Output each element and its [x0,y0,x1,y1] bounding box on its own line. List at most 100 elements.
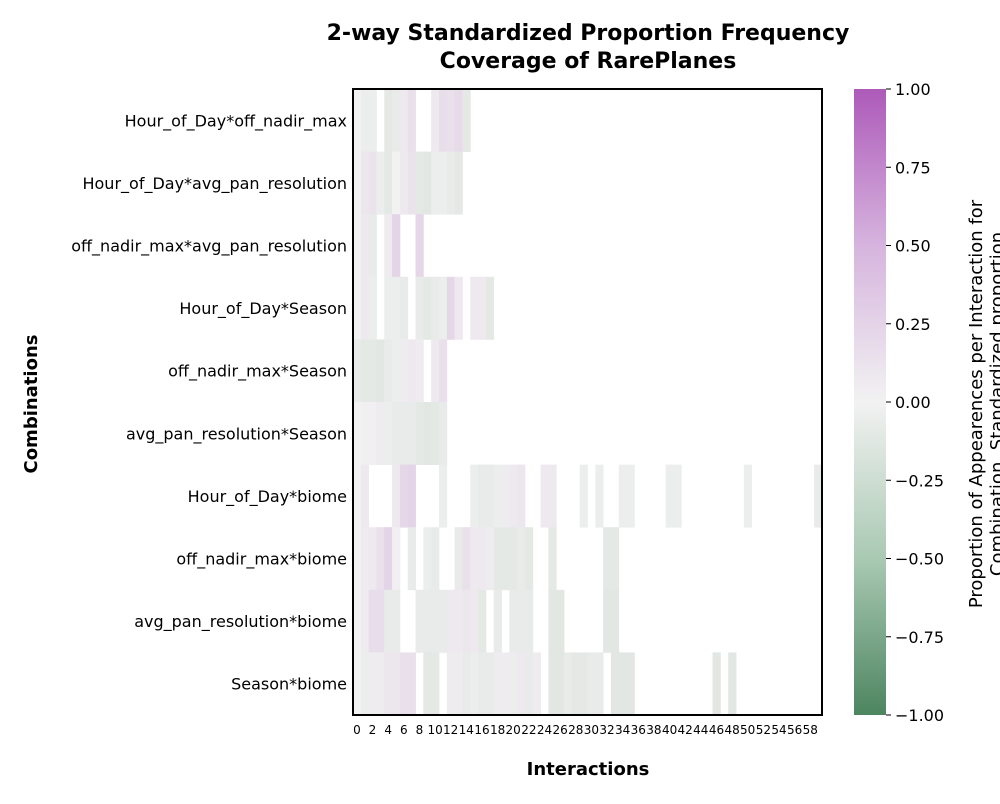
colorbar-tick-label: 1.00 [895,80,931,99]
heatmap-cell [368,214,377,278]
heatmap-cell [360,214,370,278]
heatmap-cell [384,214,393,278]
row-label: Hour_of_Day*avg_pan_resolution [82,174,347,194]
row-label: Hour_of_Day*off_nadir_max [125,111,347,131]
heatmap-cell [712,652,721,716]
heatmap-cell [431,89,440,152]
heatmap-cell [392,527,401,591]
row-label: avg_pan_resolution*biome [134,612,347,632]
heatmap-cell [446,276,456,340]
heatmap-cell [415,151,424,215]
heatmap-cell [360,89,370,152]
y-axis-label: Combinations [21,334,42,473]
x-tick-label: 36 [631,723,646,737]
heatmap-cell [353,151,362,215]
heatmap-cell [564,652,573,716]
heatmap-cell [524,589,534,653]
x-tick-label: 2 [369,723,377,737]
heatmap-cell [454,652,463,716]
heatmap-cell [399,89,409,152]
heatmap-cell [431,589,440,653]
x-tick-label: 34 [615,723,630,737]
heatmap-cell [392,652,401,716]
heatmap-cell [493,652,502,716]
heatmap-cell [438,151,448,215]
heatmap-cell [384,402,393,465]
heatmap-cell [368,652,377,716]
colorbar-tick-label: 0.75 [895,158,931,177]
x-tick-label: 16 [474,723,489,737]
heatmap-cell [470,652,479,716]
heatmap-cell [548,527,557,591]
x-tick-label: 20 [506,723,521,737]
heatmap-cell [493,589,502,653]
colorbar-tick-label: 0.00 [895,393,931,412]
heatmap-cell [438,402,448,465]
heatmap-cell [368,89,377,152]
heatmap-cell [376,652,385,716]
heatmap-cell [595,464,604,528]
heatmap-cell [556,589,565,653]
heatmap-cell [454,589,463,653]
heatmap-cell [524,652,534,716]
x-tick-label: 42 [678,723,693,737]
heatmap-cell [579,464,588,528]
heatmap-cell [431,151,440,215]
heatmap-cell [470,276,479,340]
heatmap-cell [743,464,753,528]
heatmap-cell [353,652,362,716]
row-label: Season*biome [231,675,347,694]
heatmap-cell [493,527,502,591]
heatmap-cell [493,464,502,528]
heatmap-cell [454,151,463,215]
heatmap-cell [353,464,362,528]
heatmap-cell [353,214,362,278]
heatmap-cell [392,464,401,528]
row-label: off_nadir_max*avg_pan_resolution [71,237,347,257]
colorbar-tick-label: 0.25 [895,315,931,334]
heatmap-cell [524,527,534,591]
heatmap-cell [478,464,487,528]
heatmap-cell [423,589,432,653]
heatmap-cell [392,339,401,403]
heatmap-cell [540,464,549,528]
heatmap-cell [392,402,401,465]
heatmap-cell [431,402,440,465]
heatmap-cell [446,652,456,716]
heatmap-cell [548,464,557,528]
heatmap-cell [587,652,596,716]
row-label: off_nadir_max*biome [176,550,347,570]
heatmap-cell [673,464,682,528]
heatmap-cell [407,527,416,591]
heatmap-cell [603,589,612,653]
heatmap-cell [368,527,377,591]
heatmap-cell [517,652,526,716]
heatmap-cell [438,589,448,653]
heatmap-cell [360,652,370,716]
heatmap-cell [485,527,495,591]
heatmap-cell [603,527,612,591]
row-label: Hour_of_Day*Season [179,299,347,319]
colorbar [854,89,886,715]
heatmap-cell [360,276,370,340]
heatmap-cell [517,589,526,653]
row-label: avg_pan_resolution*Season [126,424,347,444]
heatmap-cell [384,151,393,215]
heatmap-cell [462,527,471,591]
heatmap-cell [360,151,370,215]
heatmap-cell [509,652,518,716]
heatmap-cell [384,89,393,152]
heatmap-cell [399,464,409,528]
heatmap-cell [548,589,557,653]
heatmap-cell [438,464,448,528]
heatmap-cell [626,652,635,716]
x-tick-label: 44 [693,723,708,737]
colorbar-tick-label: 0.50 [895,237,931,256]
x-tick-label: 56 [787,723,802,737]
x-tick-label: 48 [724,723,739,737]
x-tick-label: 54 [771,723,786,737]
heatmap-cell [384,339,393,403]
heatmap-cell [431,527,440,591]
row-label: Hour_of_Day*biome [188,487,347,507]
